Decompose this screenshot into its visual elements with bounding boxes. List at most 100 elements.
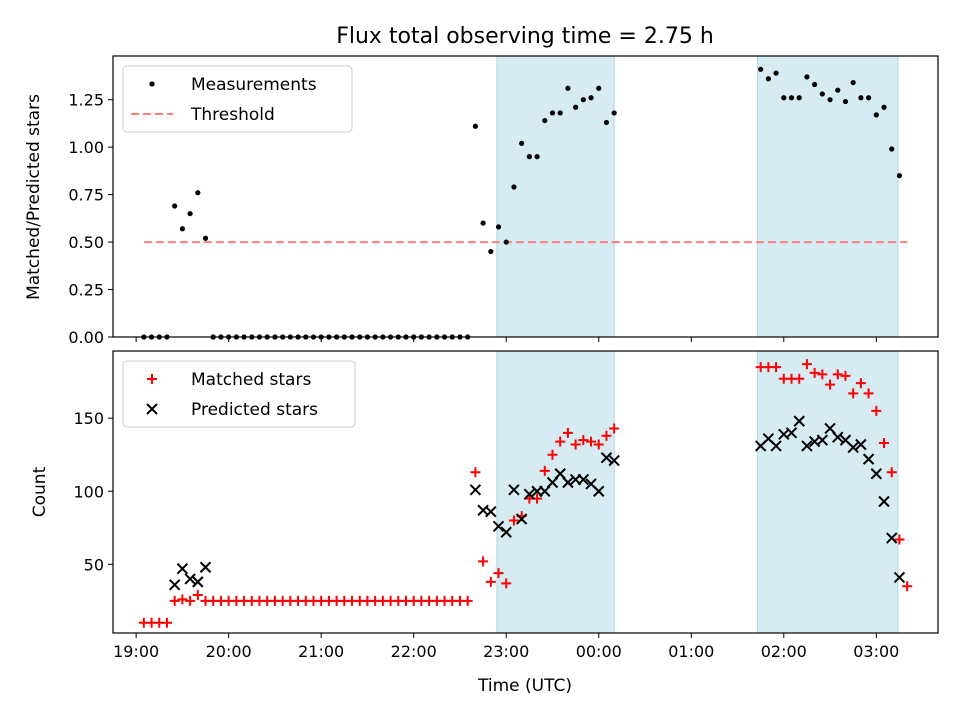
- point-measurements-8: [202, 235, 209, 241]
- point-measurements-76: [866, 95, 872, 101]
- point-matched-stars-47: [501, 578, 512, 589]
- point-measurements-51: [534, 154, 540, 160]
- point-matched-stars-81: [902, 581, 913, 592]
- point-measurements-79: [889, 146, 895, 152]
- shaded-span-1: [496, 350, 615, 634]
- y-tick-label: 0.50: [68, 233, 104, 252]
- y-tick-label: 1.00: [68, 138, 104, 157]
- point-measurements-67: [796, 95, 802, 101]
- point-matched-stars-79: [886, 467, 897, 478]
- point-measurements-71: [827, 97, 833, 103]
- point-predicted-stars-8: [492, 520, 505, 533]
- point-measurements-72: [835, 87, 841, 93]
- point-matched-stars-80: [894, 534, 905, 545]
- point-matched-stars-64: [771, 362, 782, 373]
- point-measurements-74: [850, 79, 856, 86]
- point-predicted-stars-5: [469, 484, 482, 496]
- x-tick-label: 20:00: [206, 642, 252, 661]
- point-measurements-70: [819, 91, 825, 97]
- point-matched-stars-69: [809, 367, 820, 378]
- point-matched-stars-61: [609, 423, 620, 434]
- point-predicted-stars-11: [515, 513, 528, 525]
- point-measurements-78: [881, 104, 887, 110]
- point-predicted-stars-10: [508, 484, 520, 496]
- ratio-panel: 0.00 0.25 0.50 0.75 1.00 1.25 Measurements Thre…: [68, 55, 939, 347]
- point-measurements-80: [896, 173, 903, 179]
- point-measurements-48: [511, 184, 517, 190]
- point-matched-stars-67: [794, 373, 805, 384]
- point-predicted-stars-34: [832, 431, 844, 443]
- point-predicted-stars-42: [893, 571, 906, 584]
- point-measurements-59: [596, 85, 602, 91]
- point-measurements-46: [495, 224, 502, 230]
- point-measurements-77: [873, 112, 879, 118]
- legend-label-0: Measurements: [191, 75, 317, 95]
- x-axis-label: Time (UTC): [477, 676, 572, 696]
- axes-frame: [112, 55, 939, 338]
- point-matched-stars-75: [855, 378, 866, 389]
- point-matched-stars-74: [848, 388, 859, 399]
- point-measurements-73: [842, 98, 849, 105]
- point-matched-stars-46: [493, 568, 504, 579]
- point-predicted-stars-22: [600, 451, 613, 464]
- point-matched-stars-48: [508, 515, 519, 526]
- point-predicted-stars-4: [199, 561, 212, 573]
- point-matched-stars-58: [586, 436, 597, 447]
- x-tick-label: 02:00: [761, 642, 807, 661]
- point-measurements-55: [565, 85, 571, 91]
- point-predicted-stars-3: [192, 576, 204, 588]
- point-predicted-stars-28: [785, 427, 798, 439]
- y-tick-label: 0.75: [68, 186, 104, 205]
- point-predicted-stars-36: [847, 441, 859, 454]
- legend-frame: [122, 360, 356, 428]
- point-matched-stars-43: [470, 467, 481, 478]
- axes-frame: [112, 350, 939, 634]
- point-predicted-stars-32: [816, 434, 829, 446]
- point-predicted-stars-41: [886, 532, 898, 544]
- y-tick-label: 0.00: [68, 328, 104, 347]
- point-measurements-43: [472, 123, 478, 129]
- point-measurements-57: [580, 97, 586, 103]
- point-measurements-64: [773, 70, 779, 76]
- legend-marker-1: [146, 403, 158, 415]
- shaded-span-2: [757, 55, 899, 338]
- point-measurements-45: [488, 248, 494, 255]
- y-tick-label: 150: [73, 409, 104, 428]
- point-measurements-58: [588, 95, 594, 101]
- point-measurements-7: [195, 190, 201, 196]
- x-tick-label: 00:00: [576, 642, 622, 661]
- point-measurements-53: [549, 110, 556, 116]
- y-tick-label: 100: [73, 482, 104, 501]
- point-matched-stars-45: [485, 576, 496, 587]
- y-tick-label: 0.25: [68, 281, 104, 300]
- legend: Measurements Threshold: [122, 65, 353, 133]
- point-predicted-stars-2: [184, 573, 196, 585]
- point-matched-stars-73: [840, 370, 851, 381]
- point-predicted-stars-37: [855, 438, 867, 451]
- x-tick-label: 03:00: [853, 642, 899, 661]
- point-measurements-68: [804, 74, 810, 80]
- point-measurements-60: [603, 119, 610, 126]
- point-matched-stars-42: [462, 595, 473, 606]
- point-measurements-44: [480, 220, 486, 226]
- y-tick-label: 50: [84, 555, 104, 574]
- y-axis-label-top: Matched/Predicted stars: [24, 94, 44, 300]
- point-measurements-61: [611, 110, 617, 116]
- point-predicted-stars-0: [168, 579, 181, 591]
- point-measurements-47: [503, 239, 509, 245]
- x-tick-label: 01:00: [668, 642, 714, 661]
- legend: Matched stars Predicted stars: [122, 360, 356, 428]
- point-measurements-52: [542, 117, 548, 124]
- point-matched-stars-78: [879, 438, 890, 449]
- legend-marker-0: [147, 374, 157, 384]
- point-matched-stars-76: [863, 388, 874, 399]
- point-matched-stars-70: [817, 369, 828, 380]
- point-measurements-62: [758, 66, 764, 72]
- point-measurements-69: [812, 81, 818, 88]
- point-matched-stars-6: [185, 595, 196, 606]
- legend-frame: [122, 65, 353, 133]
- point-matched-stars-4: [169, 595, 180, 606]
- point-matched-stars-54: [555, 436, 566, 447]
- point-measurements-49: [519, 140, 525, 146]
